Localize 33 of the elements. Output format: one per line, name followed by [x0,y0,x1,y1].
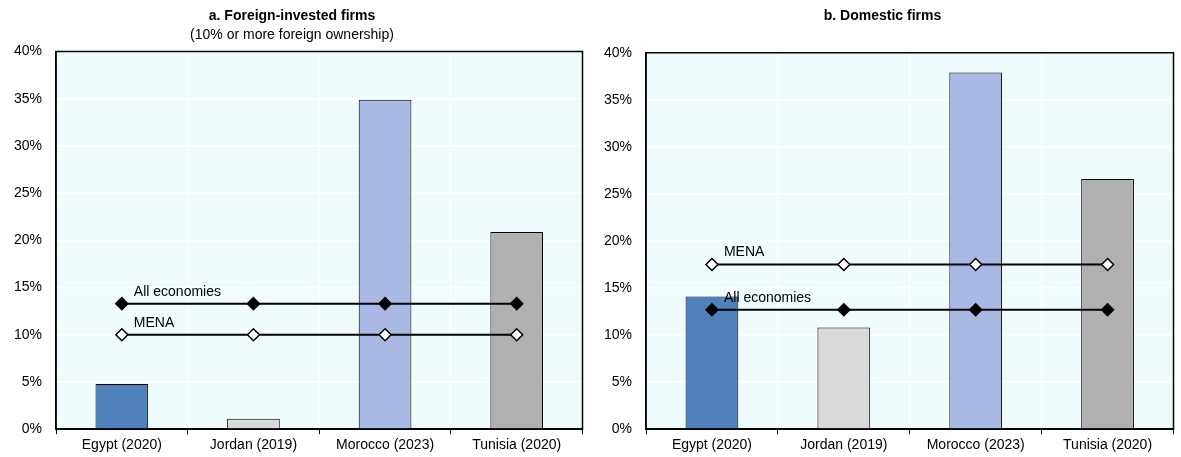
x-tick-label: Jordan (2019) [800,436,888,453]
x-tick-label: Egypt (2020) [81,436,162,453]
y-tick-label: 20% [603,231,633,248]
series-label: All economies [133,282,221,299]
y-tick-label: 15% [13,278,43,295]
y-tick-label: 25% [603,184,633,201]
y-tick-label: 35% [13,89,43,106]
y-tick-label: 10% [13,325,43,342]
y-tick-label: 40% [603,43,633,60]
x-tick-label: Morocco (2023) [926,436,1025,453]
y-tick-label: 30% [603,137,633,154]
y-tick-label: 5% [21,372,43,389]
y-tick-label: 0% [21,420,43,437]
x-tick-label: Jordan (2019) [209,436,298,453]
x-tick-label: Tunisia (2020) [472,436,562,453]
x-tick-label: Tunisia (2020) [1063,436,1153,453]
y-tick-label: 25% [13,184,43,201]
y-tick-label: 40% [13,42,43,59]
x-tick-label: Egypt (2020) [671,436,753,453]
y-tick-label: 5% [611,373,633,390]
y-tick-label: 15% [603,278,633,295]
y-tick-label: 10% [603,325,633,342]
y-tick-label: 0% [611,420,633,437]
y-tick-label: 35% [603,90,633,107]
series-label: All economies [723,288,812,305]
series-label: MENA [723,243,766,260]
chart-subtitle: (10% or more foreign ownership) [190,26,394,43]
y-tick-label: 20% [13,231,43,248]
chart-title: b. Domestic firms [823,7,942,24]
y-tick-label: 30% [13,136,43,153]
x-tick-label: Morocco (2023) [336,436,435,453]
series-label: MENA [133,313,175,330]
chart-title: a. Foreign-invested firms [208,7,376,24]
